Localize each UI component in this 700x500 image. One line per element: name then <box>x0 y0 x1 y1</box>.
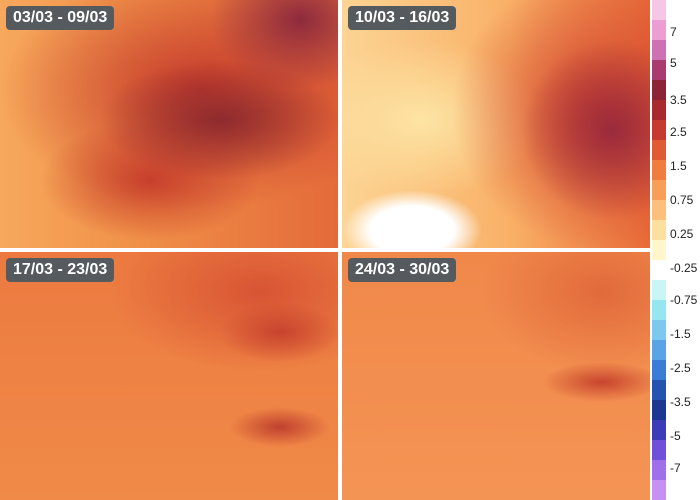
legend-label: -3.5 <box>670 395 691 409</box>
legend-swatch <box>652 320 666 341</box>
legend-swatch <box>652 260 666 281</box>
legend-swatch <box>652 40 666 61</box>
legend-label: 2.5 <box>670 125 687 139</box>
legend-swatch <box>652 400 666 421</box>
legend-label: 3.5 <box>670 93 687 107</box>
period-label: 03/03 - 09/03 <box>6 6 115 30</box>
legend-swatch <box>652 480 666 500</box>
legend-swatch <box>652 360 666 381</box>
map-panel: 10/03 - 16/03 <box>342 0 650 248</box>
legend-swatch <box>652 240 666 261</box>
map-panel: 03/03 - 09/03 <box>0 0 338 248</box>
legend-swatch <box>652 200 666 221</box>
period-label: 24/03 - 30/03 <box>348 258 457 282</box>
legend-swatch <box>652 0 666 21</box>
legend-label: -0.25 <box>670 261 698 275</box>
legend-swatch <box>652 20 666 41</box>
legend-label: 0.75 <box>670 193 694 207</box>
legend-swatch <box>652 60 666 81</box>
legend-swatch <box>652 220 666 241</box>
legend-label: -1.5 <box>670 327 691 341</box>
legend-swatch <box>652 340 666 361</box>
legend-swatch <box>652 120 666 141</box>
map-panel: 17/03 - 23/03 <box>0 252 338 500</box>
legend-swatch <box>652 160 666 181</box>
legend-label: 5 <box>670 56 677 70</box>
legend-swatch <box>652 420 666 441</box>
legend-label: -5 <box>670 429 681 443</box>
legend-swatch <box>652 180 666 201</box>
legend-swatch <box>652 80 666 101</box>
legend-swatch <box>652 460 666 481</box>
legend-swatch <box>652 380 666 401</box>
map-panel: 24/03 - 30/03 <box>342 252 650 500</box>
period-label: 17/03 - 23/03 <box>6 258 115 282</box>
legend-swatch <box>652 440 666 461</box>
legend-label: -2.5 <box>670 361 691 375</box>
legend-label: -0.75 <box>670 293 698 307</box>
legend-label: 1.5 <box>670 159 687 173</box>
legend-swatch <box>652 280 666 301</box>
period-label: 10/03 - 16/03 <box>348 6 457 30</box>
color-legend: 7 5 3.5 2.5 1.5 0.75 0.25 -0.25 -0.75 -1.5 -2.5 -3.… <box>652 0 700 500</box>
legend-swatch <box>652 140 666 161</box>
legend-label: 7 <box>670 25 677 39</box>
legend-swatch <box>652 300 666 321</box>
legend-swatch <box>652 100 666 121</box>
legend-label: -7 <box>670 461 681 475</box>
legend-label: 0.25 <box>670 227 694 241</box>
